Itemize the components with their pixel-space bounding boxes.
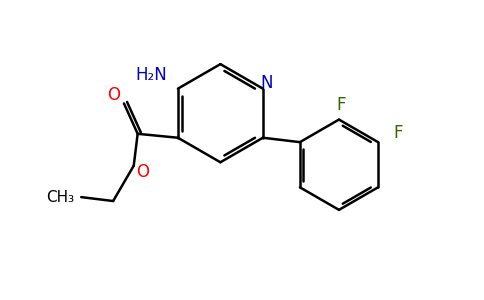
Text: CH₃: CH₃: [46, 190, 75, 205]
Text: O: O: [136, 163, 149, 181]
Text: N: N: [260, 74, 273, 92]
Text: F: F: [337, 96, 346, 114]
Text: O: O: [106, 85, 120, 103]
Text: F: F: [393, 124, 403, 142]
Text: H₂N: H₂N: [135, 66, 167, 84]
